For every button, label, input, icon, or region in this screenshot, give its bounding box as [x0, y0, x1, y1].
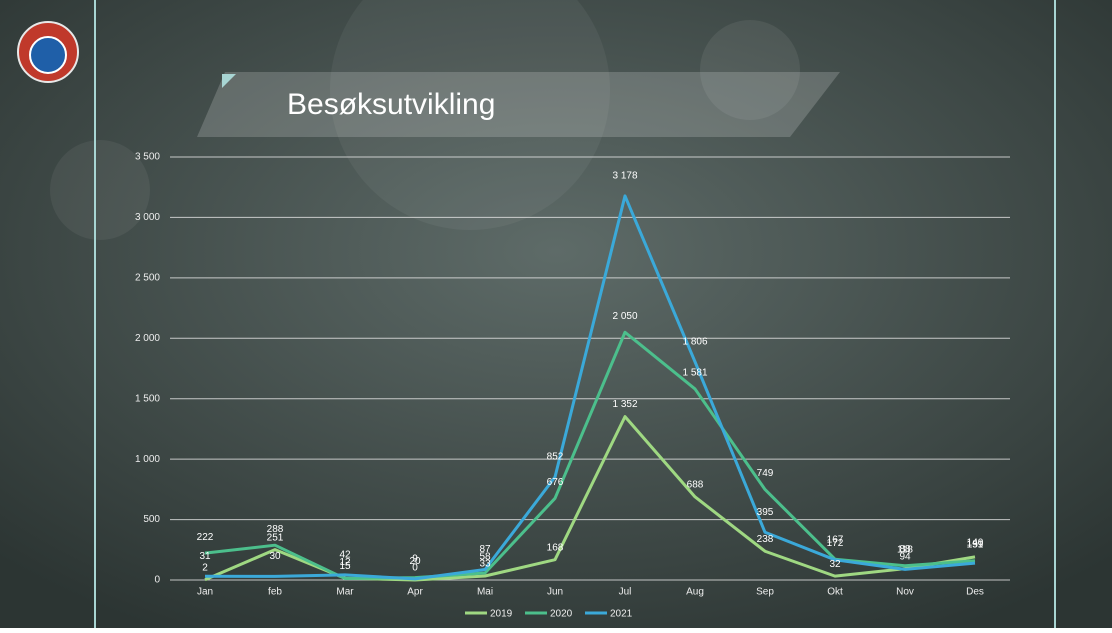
bokeh: [700, 20, 800, 120]
data-label: 3 178: [612, 171, 637, 182]
title-banner: [197, 72, 840, 137]
data-label: 31: [199, 551, 211, 562]
y-tick-label: 500: [143, 514, 160, 525]
data-label: 94: [899, 551, 911, 562]
x-tick-label: Aug: [686, 587, 704, 598]
legend-label: 2020: [550, 609, 573, 620]
x-tick-label: Nov: [896, 587, 914, 598]
data-label: 42: [339, 550, 351, 561]
data-label: 251: [267, 532, 284, 543]
bokeh: [50, 140, 150, 240]
data-label: 288: [267, 524, 284, 535]
data-label: 33: [479, 559, 491, 570]
data-label: 1 806: [682, 336, 707, 347]
data-label: 852: [547, 452, 564, 463]
data-label: 32: [829, 559, 841, 570]
data-label: 118: [897, 544, 913, 555]
x-tick-label: feb: [268, 587, 282, 598]
bokeh: [330, 0, 610, 230]
y-tick-label: 3 000: [135, 212, 160, 223]
data-label: 1 581: [682, 368, 707, 379]
x-tick-label: Jul: [619, 587, 632, 598]
data-label: 168: [547, 542, 564, 553]
data-label: 9: [412, 554, 418, 565]
data-label: 2: [202, 562, 208, 573]
chart-title: Besøksutvikling: [287, 88, 495, 121]
data-label: 222: [197, 532, 214, 543]
data-label: 15: [339, 561, 351, 572]
legend-label: 2021: [610, 609, 633, 620]
data-label: 167: [827, 534, 844, 545]
y-tick-label: 2 500: [135, 272, 160, 283]
y-tick-label: 3 500: [135, 152, 160, 163]
x-tick-label: Jun: [547, 587, 563, 598]
data-label: 238: [757, 534, 774, 545]
data-label: 191: [967, 540, 984, 551]
data-label: 749: [757, 468, 774, 479]
x-tick-label: Apr: [407, 587, 423, 598]
x-tick-label: Des: [966, 587, 984, 598]
banner-corner: [222, 74, 236, 88]
x-tick-label: Okt: [827, 587, 843, 598]
data-label: 0: [412, 563, 418, 574]
y-tick-label: 1 000: [135, 454, 160, 465]
x-tick-label: Jan: [197, 587, 213, 598]
data-label: 688: [687, 479, 704, 490]
data-label: 88: [899, 544, 911, 555]
data-label: 172: [827, 538, 844, 549]
data-label: 12: [339, 557, 351, 568]
x-tick-label: Mai: [477, 587, 493, 598]
x-tick-label: Mar: [336, 587, 354, 598]
data-label: 159: [967, 539, 984, 550]
y-tick-label: 1 500: [135, 393, 160, 404]
data-label: 676: [547, 477, 564, 488]
data-label: 140: [967, 538, 984, 549]
data-label: 395: [757, 507, 774, 518]
data-label: 30: [269, 551, 281, 562]
data-label: 87: [479, 544, 491, 555]
y-tick-label: 2 000: [135, 333, 160, 344]
data-label: 2 050: [612, 311, 637, 322]
data-label: 1 352: [612, 399, 637, 410]
legend-label: 2019: [490, 609, 513, 620]
data-label: 58: [479, 552, 491, 563]
y-tick-label: 0: [154, 575, 160, 586]
x-tick-label: Sep: [756, 587, 774, 598]
data-label: 20: [409, 556, 421, 567]
logo: [17, 21, 79, 83]
line-series: [204, 194, 976, 581]
